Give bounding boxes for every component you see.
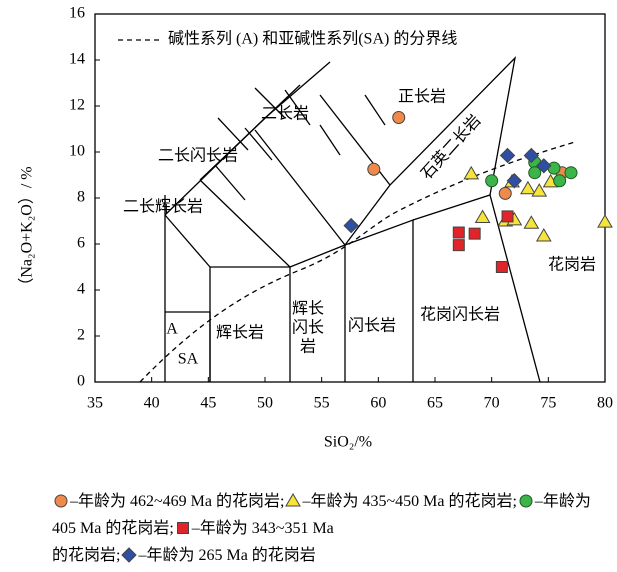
legend-marker: [519, 494, 533, 508]
legend-label: 年龄为 265 Ma 的花岗岩: [146, 547, 316, 564]
legend-dash: –: [191, 520, 200, 537]
x-tick-label: 50: [257, 395, 273, 412]
marker-triangle: [474, 209, 491, 224]
marker-triangle: [597, 214, 613, 228]
marker-square: [468, 227, 481, 240]
legend-label: 年龄为 462~469 Ma 的花岗岩: [78, 493, 280, 510]
marker-circle: [485, 174, 499, 188]
y-tick-label: 16: [69, 5, 85, 22]
field-label: 闪长岩: [348, 317, 396, 335]
legend-dash: –: [70, 493, 78, 510]
marker-square: [452, 226, 465, 239]
y-tick-label: 12: [69, 97, 85, 114]
marker-circle: [547, 161, 561, 175]
field-label: 二长辉长岩: [123, 198, 203, 216]
field-label: SA: [178, 351, 199, 368]
marker-diamond: [506, 173, 523, 189]
legend-separator: ;: [280, 493, 285, 510]
marker-triangle: [463, 165, 480, 180]
y-tick-label: 4: [77, 281, 85, 298]
legend-label: 年龄为 435~450 Ma 的花岗岩: [310, 493, 513, 510]
marker-diamond: [499, 147, 516, 164]
x-tick-label: 45: [200, 395, 216, 412]
marker-circle: [54, 494, 68, 508]
field-label: 辉长岩: [216, 324, 264, 342]
marker-circle: [564, 166, 578, 180]
x-tick-label: 80: [597, 395, 613, 412]
y-tick-label: 10: [69, 143, 85, 160]
legend-dash: –: [138, 547, 147, 564]
marker-circle: [519, 494, 533, 508]
marker-circle: [553, 174, 567, 188]
x-tick-label: 60: [370, 395, 386, 412]
legend-marker: [121, 547, 138, 563]
marker-square: [176, 522, 189, 534]
boundary-legend-label: 碱性系列 (A) 和亚碱性系列(SA) 的分界线: [168, 30, 457, 48]
legend-dash: –: [302, 493, 311, 510]
marker-triangle: [520, 180, 536, 195]
y-tick-label: 2: [77, 327, 85, 344]
marker-circle: [392, 111, 406, 124]
legend-marker: [54, 494, 68, 508]
marker-diamond: [536, 158, 552, 174]
marker-diamond: [121, 547, 138, 563]
marker-square: [495, 261, 508, 273]
legend-dash: –: [534, 493, 543, 510]
legend-separator: ;: [116, 547, 121, 564]
y-axis-label: （Na₂O+K₂O）/ %: [18, 166, 36, 293]
x-tick-label: 40: [144, 395, 160, 412]
field-label: 辉长: [292, 300, 324, 318]
legend: –年龄为 462~469 Ma 的花岗岩; –年龄为 435~450 Ma 的花岗…: [52, 488, 592, 569]
legend-label: 年龄为 343~351 Ma: [199, 520, 334, 537]
x-tick-label: 75: [540, 395, 556, 412]
field-label: 正长岩: [398, 88, 446, 106]
legend-separator: ;: [169, 520, 174, 537]
field-label: 二长闪长岩: [158, 147, 238, 165]
field-label: 花岗闪长岩: [420, 306, 500, 324]
field-label: 闪长: [292, 319, 324, 337]
field-label: 岩: [300, 338, 316, 356]
x-axis-label: SiO₂/%: [324, 434, 372, 451]
legend-separator: ;: [512, 493, 517, 510]
legend-label: 的花岗岩: [52, 547, 117, 564]
field-label: A: [166, 321, 178, 338]
legend-label: 年龄为 405 Ma 的花岗岩: [52, 493, 591, 537]
marker-circle: [528, 166, 542, 180]
y-tick-label: 14: [69, 51, 85, 68]
x-tick-label: 65: [427, 395, 443, 412]
marker-triangle: [285, 493, 302, 507]
y-tick-label: 8: [77, 189, 85, 206]
y-tick-label: 0: [77, 373, 85, 390]
field-label: 二长岩: [261, 105, 309, 123]
marker-square: [501, 210, 514, 223]
legend-marker: [176, 522, 189, 534]
chart: 碱性系列 (A) 和亚碱性系列(SA) 的分界线 SiO₂/% （Na₂O+K₂…: [18, 5, 613, 451]
marker-circle: [498, 186, 512, 200]
marker-triangle: [531, 183, 548, 197]
marker-circle: [367, 162, 381, 176]
marker-square: [452, 239, 465, 252]
x-tick-label: 35: [87, 395, 103, 412]
marker-triangle: [523, 215, 540, 229]
x-tick-label: 55: [314, 395, 330, 412]
marker-diamond: [523, 147, 540, 164]
marker-triangle: [535, 227, 552, 242]
legend-marker: [285, 493, 302, 507]
x-tick-label: 70: [484, 395, 500, 412]
y-tick-label: 6: [77, 235, 85, 252]
marker-diamond: [343, 217, 359, 234]
field-label: 花岗岩: [548, 256, 596, 274]
field-boundaries: [164, 56, 541, 383]
